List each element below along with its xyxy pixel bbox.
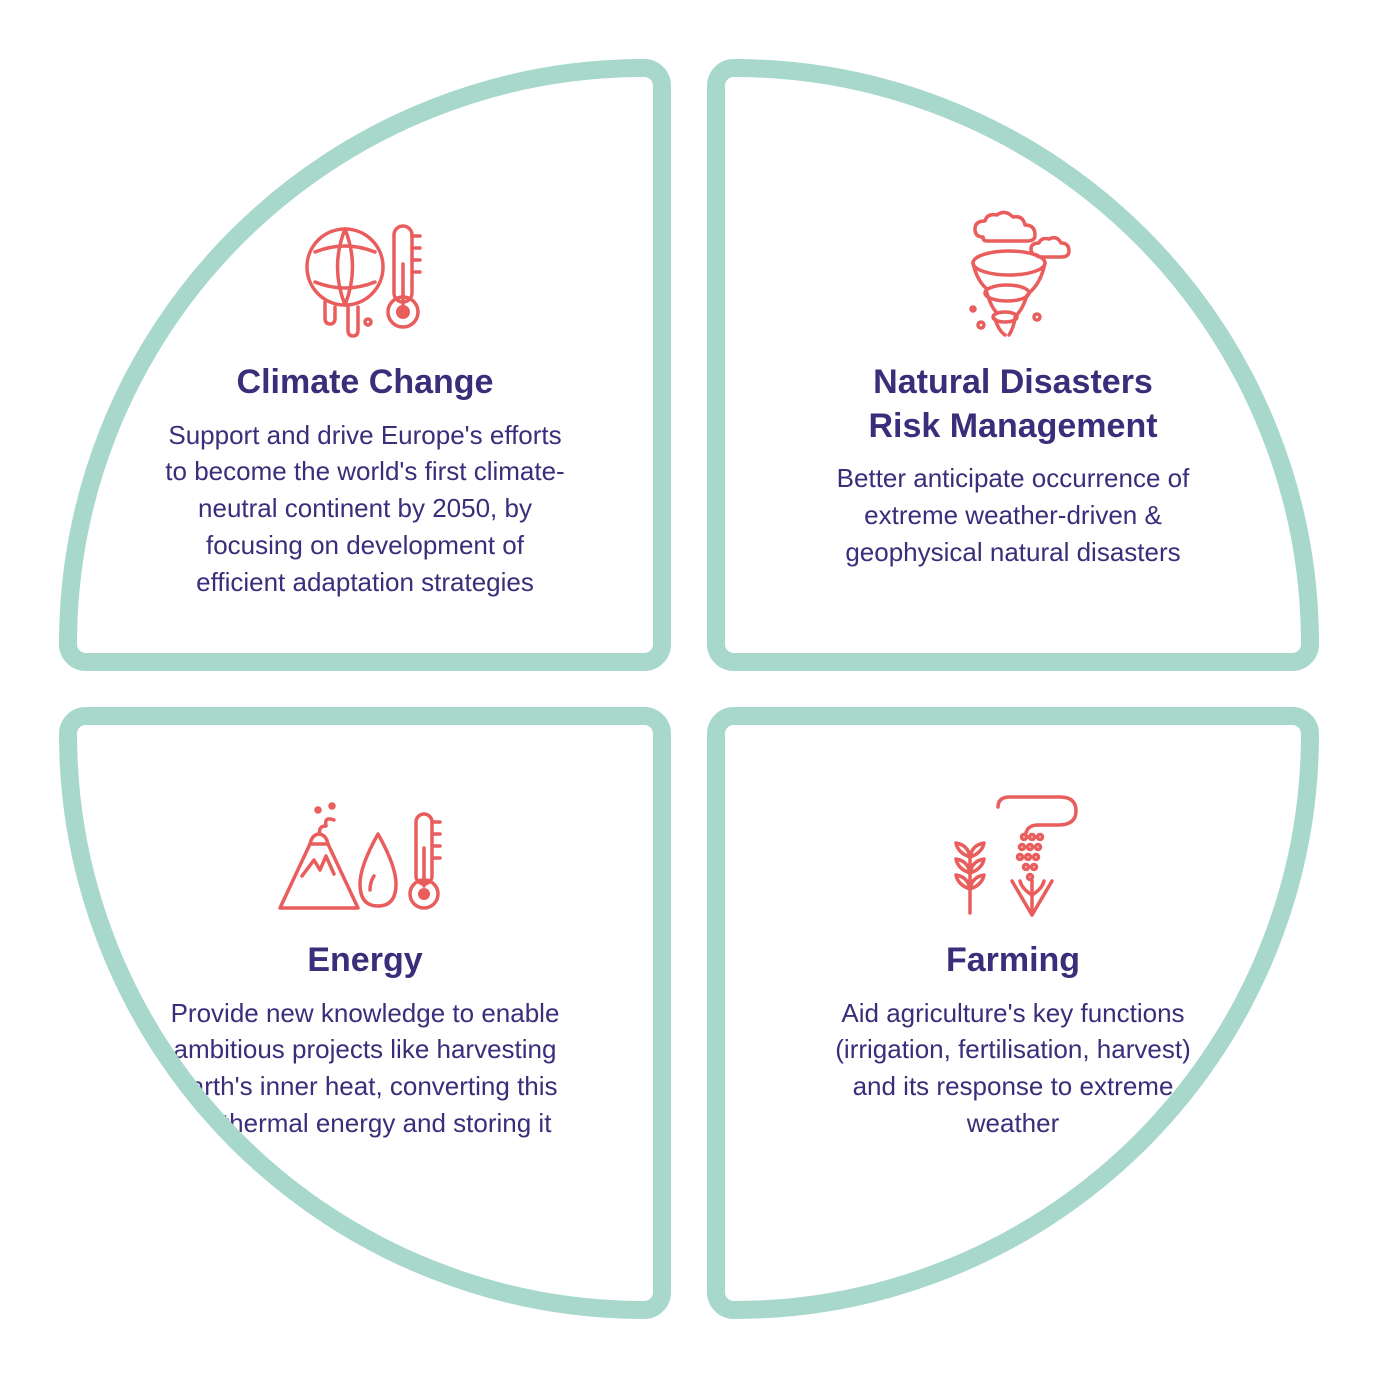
melting-globe-thermometer-icon bbox=[290, 207, 440, 347]
quadrant-description: Support and drive Europe's efforts to be… bbox=[145, 417, 585, 602]
quadrant-title: Farming bbox=[946, 939, 1080, 983]
hand-seeds-wheat-icon bbox=[928, 785, 1098, 925]
volcano-drop-thermometer-icon bbox=[270, 785, 460, 925]
quadrant-title: Energy bbox=[307, 939, 422, 983]
quadrant-title: Climate Change bbox=[237, 361, 494, 405]
quadrant-climate-change: Climate Change Support and drive Europe'… bbox=[59, 59, 671, 671]
quadrant-natural-disasters: Natural DisastersRisk Management Better … bbox=[707, 59, 1319, 671]
quadrant-title: Natural DisastersRisk Management bbox=[868, 361, 1157, 448]
quadrant-description: Provide new knowledge to enable ambitiou… bbox=[145, 995, 585, 1143]
tornado-cloud-icon bbox=[943, 207, 1083, 347]
quadrant-farming: Farming Aid agriculture's key functions … bbox=[707, 707, 1319, 1319]
quadrant-energy: Energy Provide new knowledge to enable a… bbox=[59, 707, 671, 1319]
quadrant-description: Aid agriculture's key functions (irrigat… bbox=[793, 995, 1233, 1143]
infographic-wheel: Climate Change Support and drive Europe'… bbox=[59, 59, 1319, 1319]
quadrant-description: Better anticipate occurrence of extreme … bbox=[793, 460, 1233, 571]
